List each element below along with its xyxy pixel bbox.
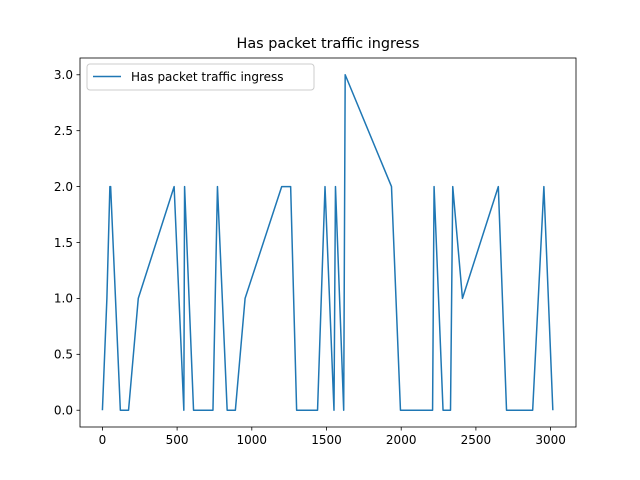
- plot-area: 0 500 1000 1500 2000 2500 3000 0.0 0.5 1.0 1.5 2.0 2…: [54, 57, 577, 447]
- y-tick-label: 1.0: [54, 292, 73, 306]
- y-tick-label: 3.0: [54, 68, 73, 82]
- y-tick-label: 1.5: [54, 236, 73, 250]
- x-tick-label: 3000: [535, 433, 566, 447]
- legend-label-0: Has packet traffic ingress: [131, 70, 284, 84]
- legend-box: [86, 63, 315, 91]
- x-tick-label: 1000: [237, 433, 268, 447]
- chart-title: Has packet traffic ingress: [237, 36, 420, 52]
- x-tick-label: 1500: [311, 433, 342, 447]
- series-line-0: [101, 74, 554, 411]
- y-tick-label: 2.0: [54, 180, 73, 194]
- x-tick-label: 2500: [461, 433, 492, 447]
- y-tick-label: 0.5: [54, 348, 73, 362]
- x-tick-label: 0: [99, 433, 107, 447]
- x-tick-label: 2000: [386, 433, 417, 447]
- y-tick-label: 2.5: [54, 124, 73, 138]
- y-tick-label: 0.0: [54, 404, 73, 418]
- x-tick-label: 500: [166, 433, 189, 447]
